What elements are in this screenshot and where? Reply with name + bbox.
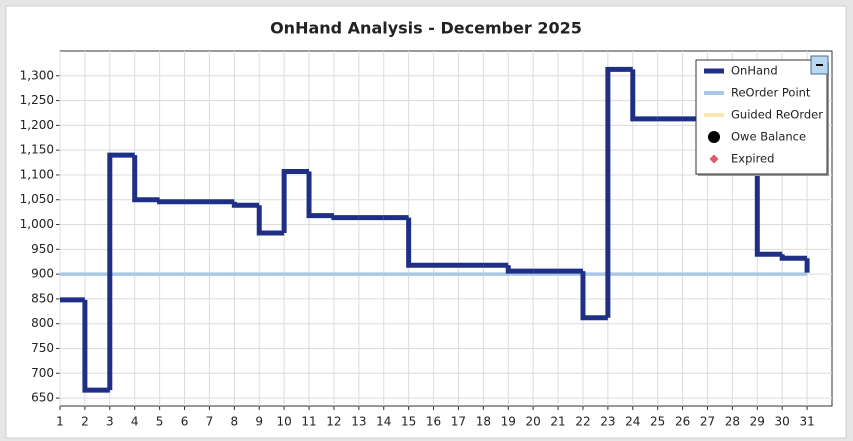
step-segment bbox=[256, 205, 285, 236]
y-tick-label: 850 bbox=[31, 291, 54, 305]
y-tick-label: 1,300 bbox=[20, 68, 54, 82]
y-tick-label: 1,050 bbox=[20, 192, 54, 206]
x-tick-label: 14 bbox=[376, 415, 391, 429]
step-segment bbox=[630, 69, 658, 122]
x-tick-label: 12 bbox=[326, 415, 341, 429]
step-segment bbox=[107, 152, 135, 391]
x-tick-label: 15 bbox=[401, 415, 416, 429]
legend-label: OnHand bbox=[731, 64, 778, 78]
x-tick-label: 3 bbox=[106, 415, 114, 429]
x-tick-label: 7 bbox=[206, 415, 214, 429]
x-tick-label: 5 bbox=[156, 415, 164, 429]
x-tick-label: 30 bbox=[775, 415, 790, 429]
y-tick-label: 750 bbox=[31, 341, 54, 355]
x-tick-label: 28 bbox=[725, 415, 740, 429]
y-tick-label: 1,100 bbox=[20, 167, 54, 181]
step-segment bbox=[157, 199, 185, 205]
collapse-button[interactable] bbox=[810, 55, 829, 75]
x-tick-label: 4 bbox=[131, 415, 139, 429]
step-segment bbox=[605, 66, 633, 318]
x-tick-label: 6 bbox=[181, 415, 189, 429]
x-tick-label: 19 bbox=[501, 415, 516, 429]
step-segment bbox=[132, 155, 160, 203]
x-tick-label: 8 bbox=[231, 415, 239, 429]
x-tick-label: 9 bbox=[255, 415, 263, 429]
x-tick-label: 31 bbox=[799, 415, 814, 429]
y-tick-label: 1,200 bbox=[20, 118, 54, 132]
x-tick-label: 27 bbox=[700, 415, 715, 429]
legend-label: Owe Balance bbox=[731, 130, 806, 144]
x-tick-label: 13 bbox=[351, 415, 366, 429]
x-tick-label: 1 bbox=[56, 415, 64, 429]
x-tick-label: 18 bbox=[476, 415, 491, 429]
legend-swatch bbox=[708, 131, 720, 143]
y-tick-label: 700 bbox=[31, 366, 54, 380]
step-segment bbox=[779, 254, 808, 261]
x-tick-label: 24 bbox=[625, 415, 640, 429]
plot bbox=[60, 66, 810, 393]
step-segment bbox=[331, 215, 359, 221]
y-tick-label: 950 bbox=[31, 242, 54, 256]
step-segment bbox=[505, 265, 534, 274]
legend-label: ReOrder Point bbox=[731, 86, 811, 100]
legend: OnHand ReOrder Point Guided ReOrder Owe Bal… bbox=[695, 55, 829, 176]
step-segment bbox=[281, 168, 310, 233]
legend-label: Guided ReOrder bbox=[731, 108, 823, 122]
legend-label: Expired bbox=[731, 152, 774, 166]
y-tick-label: 650 bbox=[31, 391, 54, 405]
step-segment bbox=[406, 217, 434, 268]
x-tick-label: 29 bbox=[750, 415, 765, 429]
y-tick-label: 900 bbox=[31, 267, 54, 281]
step-segment bbox=[231, 201, 260, 208]
step-segment bbox=[580, 271, 608, 321]
y-tick-label: 1,000 bbox=[20, 217, 54, 231]
y-tick-label: 1,250 bbox=[20, 93, 54, 107]
y-tick-label: 1,150 bbox=[20, 143, 54, 157]
x-tick-label: 10 bbox=[276, 415, 291, 429]
step-segment bbox=[306, 171, 334, 219]
legend-swatch bbox=[709, 154, 719, 164]
x-tick-label: 11 bbox=[301, 415, 316, 429]
x-tick-label: 20 bbox=[526, 415, 541, 429]
x-tick-label: 17 bbox=[451, 415, 466, 429]
x-tick-label: 26 bbox=[675, 415, 690, 429]
step-segment bbox=[82, 299, 110, 393]
chart-title: OnHand Analysis - December 2025 bbox=[270, 19, 582, 38]
y-tick-label: 800 bbox=[31, 316, 54, 330]
x-tick-label: 2 bbox=[81, 415, 89, 429]
x-tick-label: 23 bbox=[600, 415, 615, 429]
x-tick-label: 16 bbox=[426, 415, 441, 429]
x-tick-label: 25 bbox=[650, 415, 665, 429]
x-tick-label: 22 bbox=[575, 415, 590, 429]
x-tick-label: 21 bbox=[550, 415, 565, 429]
